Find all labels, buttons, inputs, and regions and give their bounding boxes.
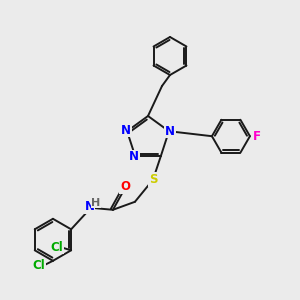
Text: F: F (253, 130, 261, 143)
Text: O: O (120, 180, 130, 193)
Text: N: N (121, 124, 131, 137)
Text: H: H (91, 198, 101, 208)
Text: N: N (85, 200, 95, 213)
Text: N: N (165, 125, 175, 138)
Text: N: N (129, 150, 139, 163)
Text: Cl: Cl (51, 241, 64, 254)
Text: Cl: Cl (33, 259, 45, 272)
Text: S: S (149, 173, 157, 186)
